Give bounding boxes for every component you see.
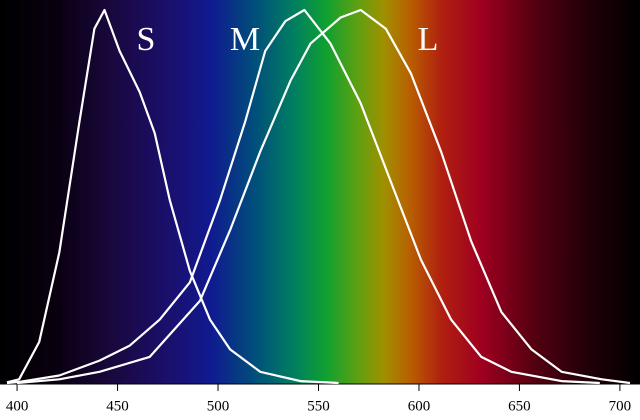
cone-curve bbox=[6, 8, 339, 385]
x-tick-label: 550 bbox=[307, 398, 330, 414]
x-tick-label: 700 bbox=[609, 398, 632, 414]
curve-label: M bbox=[230, 21, 260, 58]
spectrum-background bbox=[0, 0, 640, 384]
x-tick-label: 600 bbox=[408, 398, 431, 414]
cone-curve bbox=[17, 8, 631, 385]
curve-label: S bbox=[137, 21, 156, 58]
curve-label: L bbox=[418, 21, 439, 58]
x-tick-label: 500 bbox=[207, 398, 230, 414]
x-tick-label: 400 bbox=[6, 398, 29, 414]
x-tick-label: 650 bbox=[508, 398, 531, 414]
cone-curve bbox=[6, 8, 600, 385]
x-tick-label: 450 bbox=[106, 398, 129, 414]
